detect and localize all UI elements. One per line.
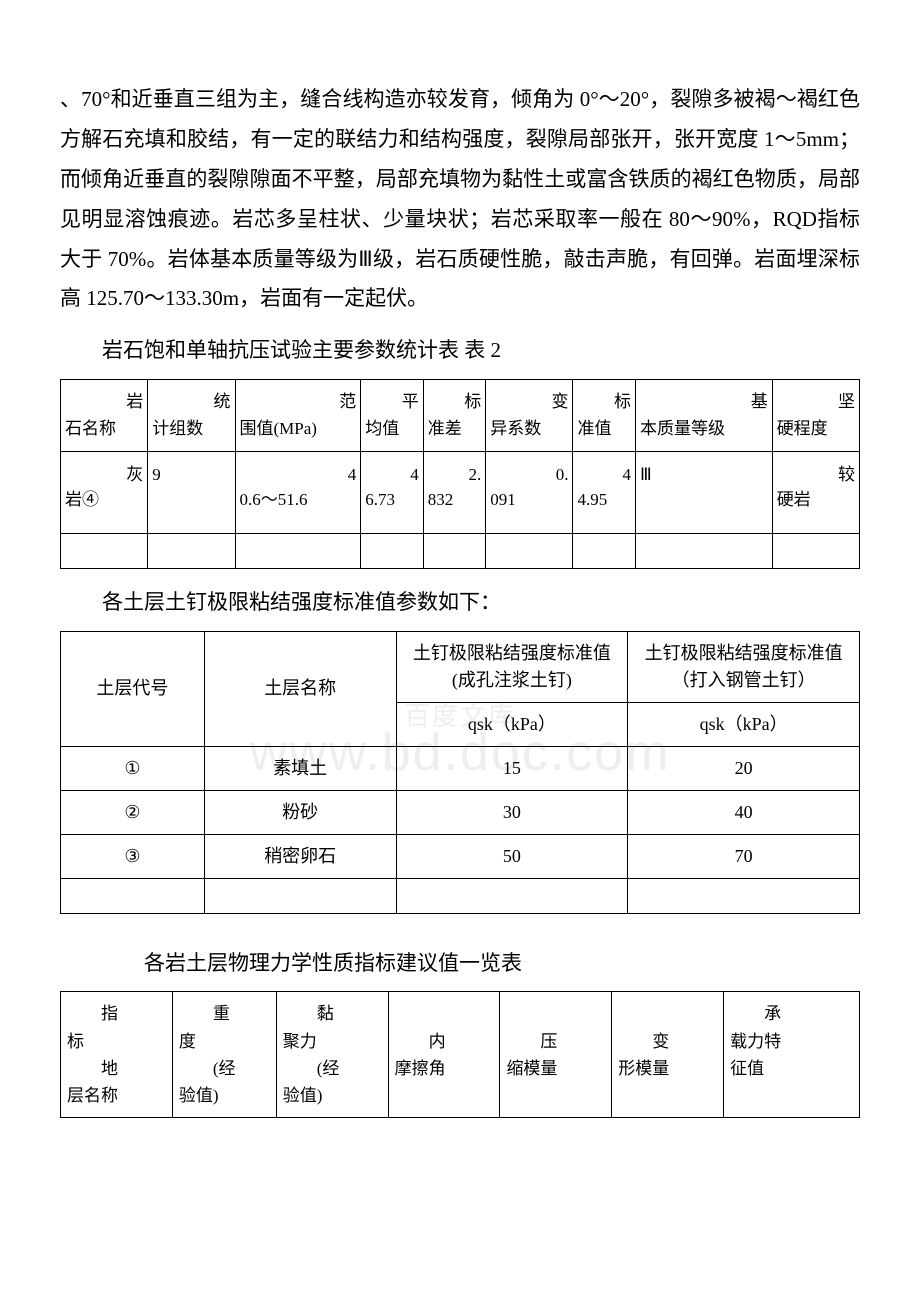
table-physical-mechanical: 指 标 地 层名称 重 度 (经 验值) 黏 聚力 (经 验值) 内 (60, 991, 860, 1118)
t1-h8: 基本质量等级 (636, 380, 773, 451)
t1-h2: 统计组数 (148, 380, 235, 451)
paragraph-main: 、70°和近垂直三组为主，缝合线构造亦较发育，倾角为 0°～20°，裂隙多被褐～… (60, 80, 860, 319)
t2-r3-c1: ③ (61, 834, 205, 878)
t1-d4: 46.73 (361, 451, 424, 533)
t1-h6: 变异系数 (486, 380, 573, 451)
t3-h6: 变 形模量 (612, 992, 724, 1118)
t2-r2-c3: 30 (396, 790, 628, 834)
t3-h3: 黏 聚力 (经 验值) (276, 992, 388, 1118)
t2-h-c2: 土层名称 (204, 631, 396, 746)
t1-d3: 40.6～51.6 (235, 451, 361, 533)
t1-d2: 9 (148, 451, 235, 533)
t2-h-c3-top: 土钉极限粘结强度标准值(成孔注浆土钉) (396, 631, 628, 702)
t3-h2: 重 度 (经 验值) (172, 992, 276, 1118)
table2-caption: 各土层土钉极限粘结强度标准值参数如下： (60, 583, 860, 623)
t1-h1: 岩石名称 (61, 380, 148, 451)
t2-r1-c2: 素填土 (204, 746, 396, 790)
t2-r3-c3: 50 (396, 834, 628, 878)
t3-h4: 内 摩擦角 (388, 992, 500, 1118)
t2-h-c4-top: 土钉极限粘结强度标准值（打入钢管土钉） (628, 631, 860, 702)
t3-h1: 指 标 地 层名称 (61, 992, 173, 1118)
table-rock-compression: 岩石名称 统计组数 范围值(MPa) 平均值 标准差 变异系数 标准值 基本质量… (60, 379, 860, 568)
t2-r3-c4: 70 (628, 834, 860, 878)
t1-d5: 2.832 (423, 451, 486, 533)
t1-d1: 灰岩④ (61, 451, 148, 533)
table1-header-row: 岩石名称 统计组数 范围值(MPa) 平均值 标准差 变异系数 标准值 基本质量… (61, 380, 860, 451)
table1-caption: 岩石饱和单轴抗压试验主要参数统计表 表 2 (60, 331, 860, 371)
t1-d7: 44.95 (573, 451, 636, 533)
t1-h5: 标准差 (423, 380, 486, 451)
table3-caption: 各岩土层物理力学性质指标建议值一览表 (60, 944, 860, 984)
t2-r2-c4: 40 (628, 790, 860, 834)
t1-d8: Ⅲ (636, 451, 773, 533)
t2-row-3: ③ 稍密卵石 50 70 (61, 834, 860, 878)
t2-row-2: ② 粉砂 30 40 (61, 790, 860, 834)
t2-r2-c1: ② (61, 790, 205, 834)
t2-h-c4-sub: qsk（kPa） (628, 702, 860, 746)
t1-h7: 标准值 (573, 380, 636, 451)
t2-r1-c1: ① (61, 746, 205, 790)
t1-h4: 平均值 (361, 380, 424, 451)
t2-r1-c4: 20 (628, 746, 860, 790)
t2-r2-c2: 粉砂 (204, 790, 396, 834)
table1-empty-row (61, 533, 860, 568)
t1-h9: 坚硬程度 (772, 380, 859, 451)
t2-empty-row (61, 878, 860, 913)
t1-h3: 范围值(MPa) (235, 380, 361, 451)
t2-r3-c2: 稍密卵石 (204, 834, 396, 878)
table-soil-nail-bond: 土层代号 土层名称 土钉极限粘结强度标准值(成孔注浆土钉) 土钉极限粘结强度标准… (60, 631, 860, 914)
t2-head-row1: 土层代号 土层名称 土钉极限粘结强度标准值(成孔注浆土钉) 土钉极限粘结强度标准… (61, 631, 860, 702)
table1-data-row: 灰岩④ 9 40.6～51.6 46.73 2.832 0.091 44.95 … (61, 451, 860, 533)
t2-h-c3-sub: qsk（kPa） (396, 702, 628, 746)
t3-h5: 压 缩模量 (500, 992, 612, 1118)
t1-d6: 0.091 (486, 451, 573, 533)
t1-d9: 较硬岩 (772, 451, 859, 533)
t3-h7: 承 载力特 征值 (724, 992, 860, 1118)
t2-h-c1: 土层代号 (61, 631, 205, 746)
t3-header-row: 指 标 地 层名称 重 度 (经 验值) 黏 聚力 (经 验值) 内 (61, 992, 860, 1118)
t2-r1-c3: 15 (396, 746, 628, 790)
t2-row-1: ① 素填土 15 20 (61, 746, 860, 790)
